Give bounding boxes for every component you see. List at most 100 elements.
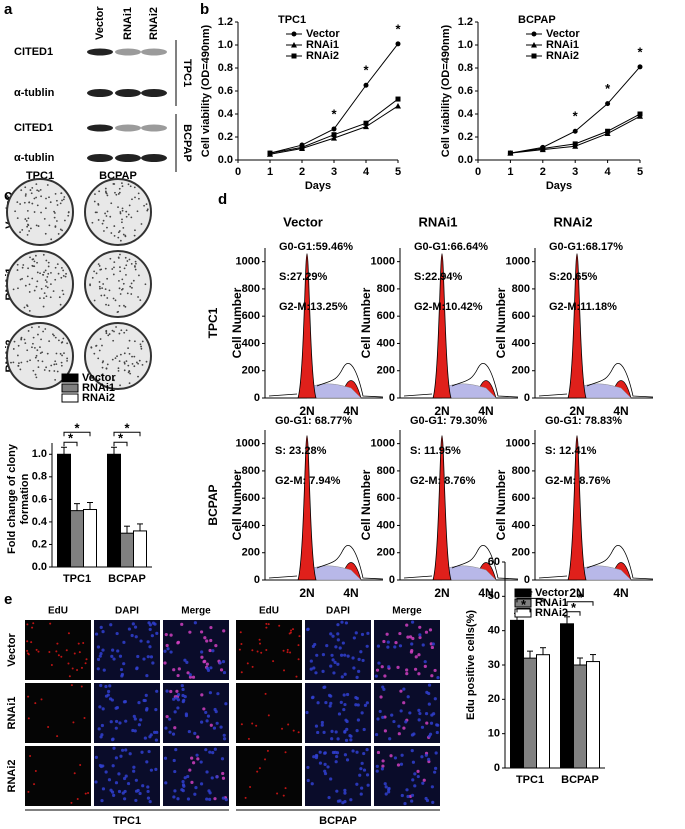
nucleus bbox=[111, 648, 115, 652]
colony-dot bbox=[54, 266, 57, 269]
nucleus bbox=[376, 717, 380, 721]
blot-band bbox=[141, 48, 167, 56]
nucleus bbox=[187, 729, 191, 734]
nucleus bbox=[212, 726, 217, 730]
colony-dot bbox=[12, 348, 15, 350]
nucleus bbox=[134, 778, 138, 782]
nucleus bbox=[213, 707, 217, 712]
colony-dot bbox=[130, 262, 133, 265]
nucleus bbox=[272, 660, 275, 663]
nucleus bbox=[50, 664, 53, 667]
nucleus bbox=[127, 627, 132, 631]
blot-band bbox=[141, 154, 167, 162]
colony-dot bbox=[55, 199, 58, 202]
nucleus bbox=[399, 762, 404, 766]
flow-column-label: RNAi2 bbox=[553, 214, 592, 229]
colony-dot bbox=[118, 191, 121, 194]
significance: * bbox=[605, 81, 611, 96]
significance-bracket bbox=[113, 431, 141, 437]
colony-dot bbox=[44, 279, 47, 282]
colony-dot bbox=[105, 330, 108, 333]
nucleus bbox=[342, 707, 346, 712]
nucleus bbox=[143, 736, 147, 740]
colony-dot bbox=[42, 330, 45, 333]
nucleus bbox=[151, 661, 155, 665]
colony-dot bbox=[26, 209, 29, 212]
nucleus bbox=[343, 702, 347, 707]
marker bbox=[331, 135, 337, 141]
nucleus bbox=[335, 789, 339, 793]
y-tick-label: 600 bbox=[512, 492, 530, 504]
nucleus bbox=[418, 635, 422, 640]
colony-dot bbox=[128, 382, 131, 385]
colony-dot bbox=[37, 190, 40, 192]
colony-dot bbox=[32, 336, 35, 339]
marker bbox=[531, 31, 537, 37]
nucleus bbox=[427, 683, 432, 687]
nucleus bbox=[286, 648, 289, 651]
nucleus bbox=[410, 749, 414, 753]
y-tick-label: 400 bbox=[377, 337, 395, 349]
nucleus bbox=[436, 723, 440, 727]
nucleus bbox=[185, 660, 189, 664]
legend-label: RNAi2 bbox=[546, 50, 579, 62]
y-tick-label: 0.8 bbox=[218, 62, 233, 74]
nucleus bbox=[352, 666, 356, 670]
nucleus bbox=[336, 632, 340, 636]
marker bbox=[531, 42, 537, 48]
marker bbox=[291, 42, 297, 48]
nucleus bbox=[416, 774, 420, 779]
nucleus bbox=[148, 735, 152, 739]
nucleus bbox=[27, 790, 30, 793]
colony-dot bbox=[60, 361, 63, 364]
y-axis-label: formation bbox=[19, 473, 31, 524]
nucleus bbox=[107, 689, 111, 694]
colony-dot bbox=[39, 297, 41, 300]
nucleus bbox=[283, 669, 286, 672]
lane-label: RNAi1 bbox=[122, 7, 134, 40]
nucleus bbox=[98, 763, 103, 768]
colony-dot bbox=[116, 355, 118, 358]
micrograph bbox=[25, 683, 91, 743]
nucleus bbox=[200, 655, 204, 659]
nucleus bbox=[204, 748, 208, 752]
colony-dot bbox=[120, 288, 123, 291]
significance: * bbox=[521, 597, 527, 612]
nucleus bbox=[120, 672, 124, 677]
y-tick-label: 0.4 bbox=[458, 108, 474, 120]
nucleus bbox=[146, 789, 150, 794]
nucleus bbox=[224, 798, 228, 802]
nucleus bbox=[94, 632, 99, 636]
colony-dot bbox=[46, 286, 49, 289]
nucleus bbox=[330, 737, 334, 741]
colony-dot bbox=[41, 351, 44, 354]
nucleus bbox=[122, 662, 126, 666]
nucleus bbox=[78, 651, 81, 654]
colony-dot bbox=[98, 281, 101, 283]
colony-dot bbox=[28, 283, 31, 286]
nucleus bbox=[414, 655, 418, 659]
nucleus bbox=[115, 631, 119, 636]
colony-dot bbox=[44, 328, 47, 330]
nucleus bbox=[405, 672, 409, 676]
nucleus bbox=[365, 701, 369, 705]
y-tick-label: 800 bbox=[512, 465, 530, 477]
significance: * bbox=[637, 44, 643, 59]
colony-dot bbox=[118, 287, 121, 290]
colony-dot bbox=[131, 286, 133, 289]
nucleus bbox=[336, 737, 340, 741]
colony-dot bbox=[40, 195, 42, 198]
nucleus bbox=[379, 695, 383, 699]
colony-dot bbox=[134, 266, 136, 268]
nucleus bbox=[173, 769, 177, 774]
y-tick-label: 800 bbox=[377, 465, 395, 477]
x-label: 2N bbox=[569, 586, 584, 600]
nucleus bbox=[339, 653, 344, 657]
nucleus bbox=[334, 645, 338, 649]
y-tick-label: 40 bbox=[488, 625, 500, 637]
envelope bbox=[403, 363, 519, 398]
colony-dot bbox=[44, 269, 47, 272]
nucleus bbox=[349, 798, 353, 802]
y-tick-label: 10 bbox=[488, 728, 500, 740]
nucleus bbox=[423, 664, 427, 668]
